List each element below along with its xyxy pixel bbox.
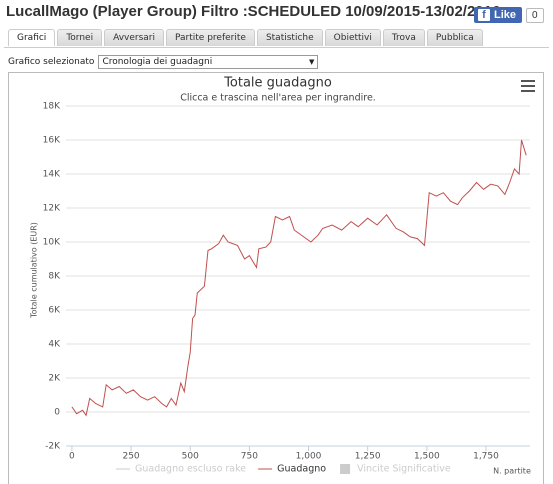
y-tick-label: 10K (43, 238, 61, 248)
y-tick-label: 8K (48, 272, 61, 282)
tab[interactable]: Partite preferite (166, 29, 255, 46)
x-tick-label: 1,500 (414, 452, 440, 462)
y-tick-label: 4K (48, 340, 61, 350)
page-title: LucallMago (Player Group) Filtro :SCHEDU… (6, 3, 501, 20)
chart-subtitle: Clicca e trascina nell'area per ingrandi… (180, 93, 376, 104)
like-label: Like (494, 9, 517, 21)
y-tick-label: 14K (43, 170, 61, 180)
tab[interactable]: Tornei (57, 29, 103, 46)
chart-selector: Grafico selezionato Cronologia dei guada… (8, 55, 319, 69)
tab[interactable]: Obiettivi (324, 29, 381, 46)
x-tick-label: 1,750 (473, 452, 499, 462)
tab-divider (4, 47, 549, 48)
x-axis-label: N. partite (493, 467, 531, 476)
x-tick-label: 500 (182, 452, 199, 462)
selector-dropdown[interactable]: Cronologia dei guadagni (98, 55, 319, 69)
menu-bar (521, 80, 535, 82)
line-series (71, 139, 527, 417)
like-count: 0 (526, 7, 544, 23)
y-tick-label: 6K (48, 306, 61, 316)
tab[interactable]: Statistiche (256, 29, 323, 46)
y-tick-label: 12K (43, 204, 61, 214)
menu-icon[interactable] (521, 80, 535, 92)
legend-label: Guadagno escluso rake (135, 464, 246, 475)
legend-label: Guadagno (277, 464, 326, 475)
chart-frame (8, 72, 544, 484)
chart-title: Totale guadagno (223, 76, 332, 91)
x-tick-label: 1,250 (355, 452, 381, 462)
tab[interactable]: Avversari (104, 29, 165, 46)
legend-label: Vincite Significative (357, 464, 451, 475)
y-tick-label: 2K (48, 374, 61, 384)
y-tick-label: 0 (54, 408, 60, 418)
x-tick-label: 0 (69, 452, 75, 462)
y-axis-label: Totale cumulativo (EUR) (30, 222, 39, 319)
y-tick-label: 16K (43, 136, 61, 146)
y-tick-label: 18K (43, 102, 61, 112)
tab[interactable]: Trova (382, 29, 425, 46)
x-tick-label: 250 (122, 452, 139, 462)
y-tick-label: -2K (45, 442, 61, 452)
tab[interactable]: Grafici (8, 29, 56, 46)
tab[interactable]: Pubblica (426, 29, 483, 46)
x-tick-label: 750 (241, 452, 258, 462)
legend-symbol (340, 464, 351, 474)
menu-bar (521, 85, 535, 87)
tab-bar: Grafici Tornei Avversari Partite preferite S… (8, 29, 483, 46)
selector-value: Cronologia dei guadagni (102, 57, 213, 67)
x-tick-label: 1,000 (296, 452, 322, 462)
selector-label: Grafico selezionato (8, 57, 95, 67)
like-widget: f Like 0 (474, 6, 544, 24)
like-button[interactable]: f Like (474, 7, 523, 23)
menu-bar (521, 90, 535, 92)
